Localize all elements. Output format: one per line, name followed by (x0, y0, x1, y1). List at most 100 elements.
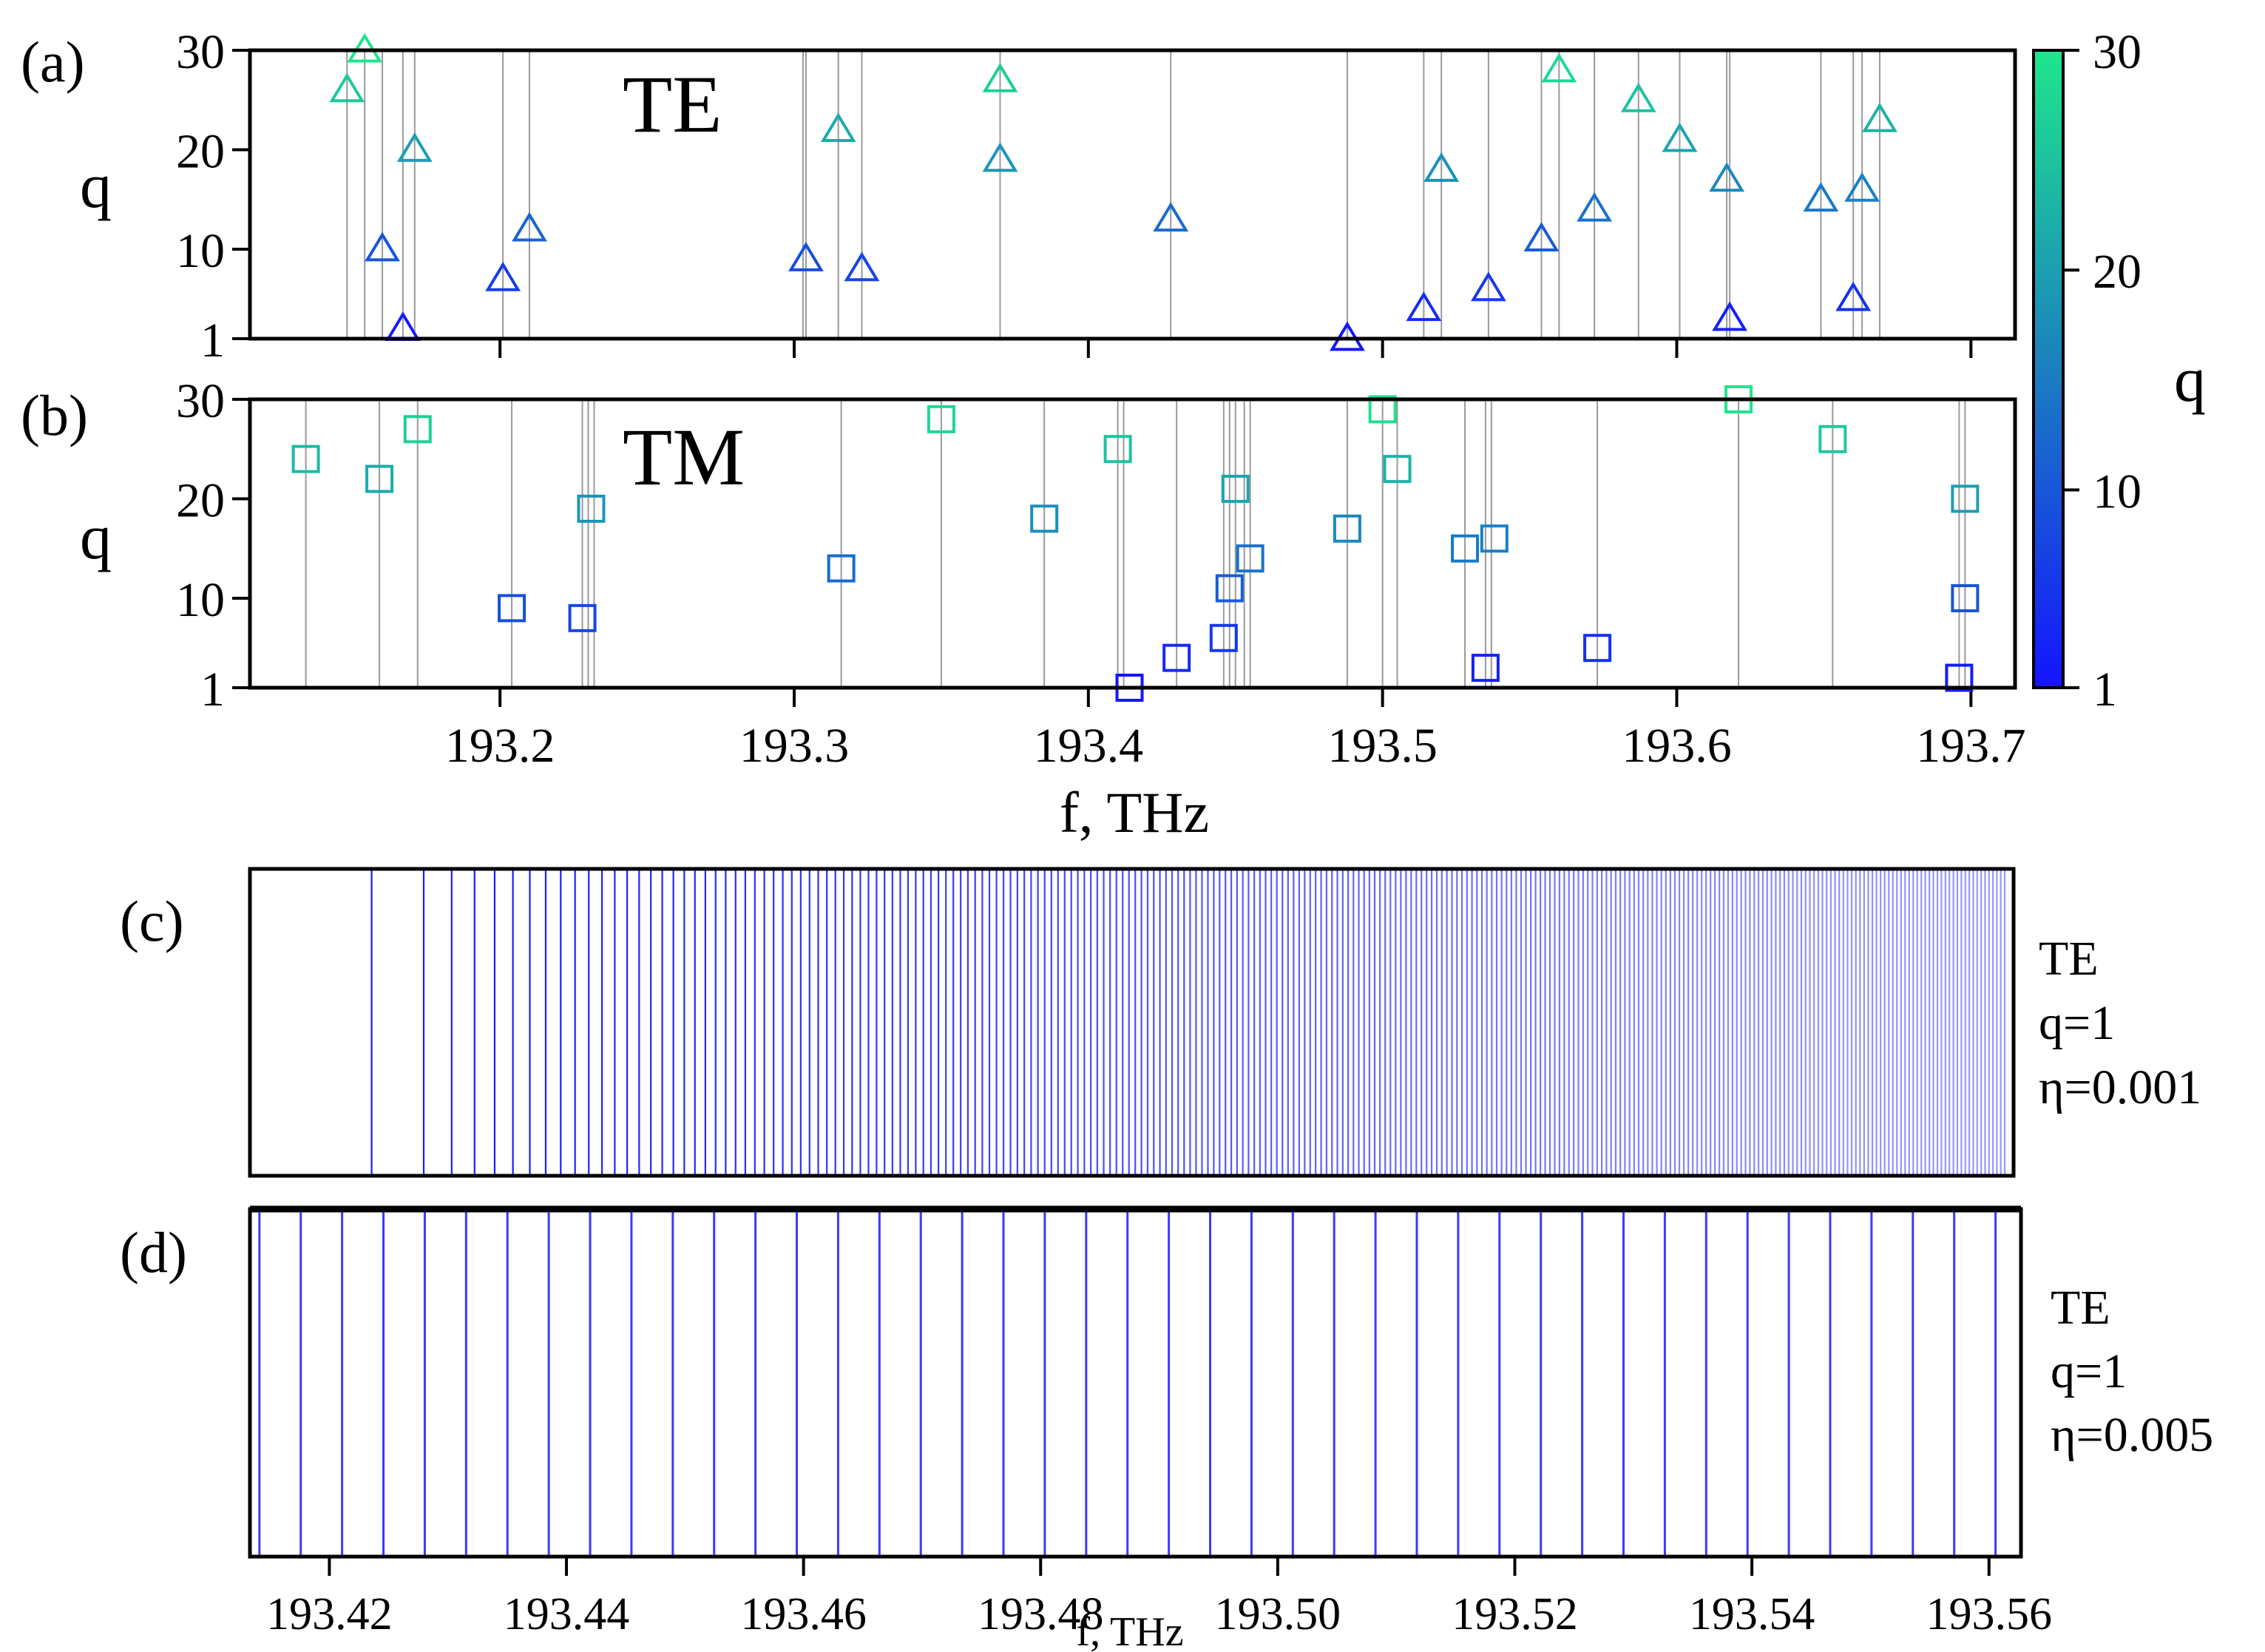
panel-a-marker (1712, 301, 1748, 331)
panel-a-ylabel: q (80, 150, 112, 221)
panel-a-ytick-label: 20 (176, 124, 225, 178)
panel-d: (d) TE q=1 η=0.005 f, THz 193.42 193.44 19… (120, 1205, 2213, 1652)
panel-b-marker (1945, 663, 1974, 692)
panel-b: (b) q TM f, THz 1 10 20 30 193.2 193.3 193.4 19… (21, 374, 2026, 844)
panel-d-note-2: q=1 (2051, 1344, 2127, 1398)
panel-a-marker (982, 62, 1018, 92)
panel-b-marker (1583, 634, 1612, 663)
panel-a-marker (1577, 192, 1613, 222)
panel-b-frame (248, 397, 2017, 690)
panel-a-ytick-label: 1 (200, 314, 225, 368)
colorbar-tick-label: 1 (2093, 663, 2117, 717)
panel-c-note-2: q=1 (2039, 996, 2115, 1050)
panel-b-marker (1451, 534, 1480, 563)
panel-b-marker (1383, 455, 1412, 484)
panel-a-marker (1803, 182, 1839, 212)
panel-b-marker (1368, 395, 1397, 424)
panel-a-marker (788, 241, 824, 271)
colorbar-tick-label: 10 (2093, 464, 2142, 518)
panel-b-annotation: TM (623, 412, 745, 502)
panel-b-label: (b) (21, 383, 88, 447)
panel-b-marker (365, 464, 394, 493)
panel-b-marker (827, 554, 856, 583)
panel-a-marker (1406, 291, 1442, 322)
panel-b-marker (498, 594, 527, 623)
panel-a-label: (a) (21, 30, 85, 94)
panel-b-marker (1951, 583, 1980, 612)
panel-a-marker (347, 33, 383, 63)
panel-b-marker (1471, 654, 1500, 683)
panel-d-xtick-label: 193.56 (1926, 1589, 2052, 1639)
panel-b-xtick-label: 193.3 (739, 719, 850, 773)
panel-a-marker (329, 72, 365, 103)
panel-b-ylabel: q (80, 501, 112, 572)
panel-d-label: (d) (120, 1220, 187, 1284)
panel-a-marker (1620, 82, 1656, 112)
panel-a-marker (1709, 162, 1745, 192)
panel-b-marker (1215, 574, 1244, 603)
panel-b-marker (577, 494, 606, 523)
panel-b-marker (403, 415, 432, 444)
panel-b-marker (1162, 643, 1191, 672)
colorbar: q 1 10 20 30 (2032, 25, 2206, 717)
panel-b-marker (1951, 484, 1980, 513)
panel-d-note-1: TE (2051, 1281, 2110, 1335)
panel-b-marker (1030, 504, 1059, 533)
panel-d-note-3: η=0.005 (2051, 1408, 2213, 1462)
panel-a-marker (1423, 152, 1460, 182)
panel-c: (c) TE q=1 η=0.001 (120, 867, 2201, 1178)
panel-b-marker (1236, 544, 1264, 573)
panel-a-marker (1862, 102, 1897, 132)
panel-d-xtick-label: 193.54 (1689, 1589, 1815, 1639)
panel-a-marker (1662, 122, 1698, 152)
panel-a-marker (512, 211, 547, 242)
panel-c-label: (c) (120, 889, 184, 953)
panel-a-marker (396, 132, 433, 162)
panel-d-xtick-label: 193.52 (1452, 1589, 1578, 1639)
panel-b-marker (1209, 623, 1238, 652)
panel-a-frame (248, 48, 2017, 341)
panel-b-marker (927, 404, 955, 433)
panel-a-annotation: TE (623, 59, 722, 149)
panel-a-marker (1523, 222, 1560, 251)
panel-d-xtick-label: 193.44 (504, 1589, 630, 1639)
panel-b-xtick-label: 193.5 (1327, 719, 1438, 773)
panel-b-ytick-label: 1 (200, 663, 225, 717)
colorbar-tick-label: 20 (2093, 245, 2142, 299)
panel-d-frame (248, 1207, 2023, 1559)
panel-b-xtick-label: 193.4 (1034, 719, 1144, 773)
panel-b-marker (1221, 475, 1250, 504)
panel-a-ytick-label: 10 (176, 224, 225, 278)
panel-a-ytick-label: 30 (176, 25, 225, 79)
panel-a-marker (982, 142, 1018, 172)
panel-d-xtick-label: 193.50 (1215, 1589, 1341, 1639)
panel-b-marker (291, 444, 320, 473)
panel-d-xtick-label: 193.48 (978, 1589, 1104, 1639)
panel-a-marker (844, 251, 880, 282)
panel-b-xtick-label: 193.7 (1916, 719, 2026, 773)
panel-b-marker (1818, 424, 1847, 453)
panel-b-xlabel: f, THz (1060, 780, 1209, 844)
panel-b-xtick-label: 193.2 (445, 719, 555, 773)
panel-b-marker (1103, 435, 1132, 464)
panel-b-marker (1333, 514, 1361, 543)
panel-a-marker (1835, 281, 1872, 311)
colorbar-gradient (2032, 49, 2065, 689)
panel-a-marker (1541, 53, 1577, 83)
panel-d-xtick-label: 193.46 (740, 1589, 867, 1639)
panel-c-note-1: TE (2039, 932, 2099, 986)
panel-a-marker (1153, 202, 1189, 232)
panel-a-marker (1470, 271, 1506, 302)
panel-b-ytick-label: 30 (176, 374, 225, 428)
panel-a-marker (365, 231, 400, 262)
panel-c-frame (248, 867, 2016, 1178)
panel-a: (a) q TE 1 10 20 30 (21, 25, 2017, 368)
panel-c-note-3: η=0.001 (2039, 1060, 2201, 1114)
panel-a-marker (485, 261, 521, 291)
panel-b-marker (568, 603, 597, 632)
colorbar-tick-label: 30 (2093, 25, 2142, 79)
panel-a-marker (1329, 321, 1365, 351)
panel-a-marker (1844, 172, 1880, 202)
panel-d-xlabel: f, THz (1076, 1609, 1183, 1652)
